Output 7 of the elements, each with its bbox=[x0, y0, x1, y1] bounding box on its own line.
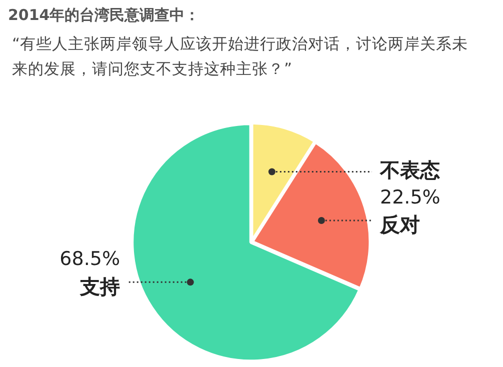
data-label: 22.5% bbox=[380, 186, 440, 208]
slice-label: 反对 bbox=[379, 212, 420, 237]
chart-title: 2014年的台湾民意调查中： bbox=[8, 6, 200, 25]
chart-subtitle: “有些人主张两岸领导人应该开始进行政治对话，讨论两岸关系未来的发展，请问您支不支持这种主张？” bbox=[12, 34, 470, 80]
slice-label: 支持 bbox=[79, 274, 120, 298]
slice-label: 不表态 bbox=[379, 158, 440, 182]
data-label: 68.5% bbox=[60, 248, 120, 270]
